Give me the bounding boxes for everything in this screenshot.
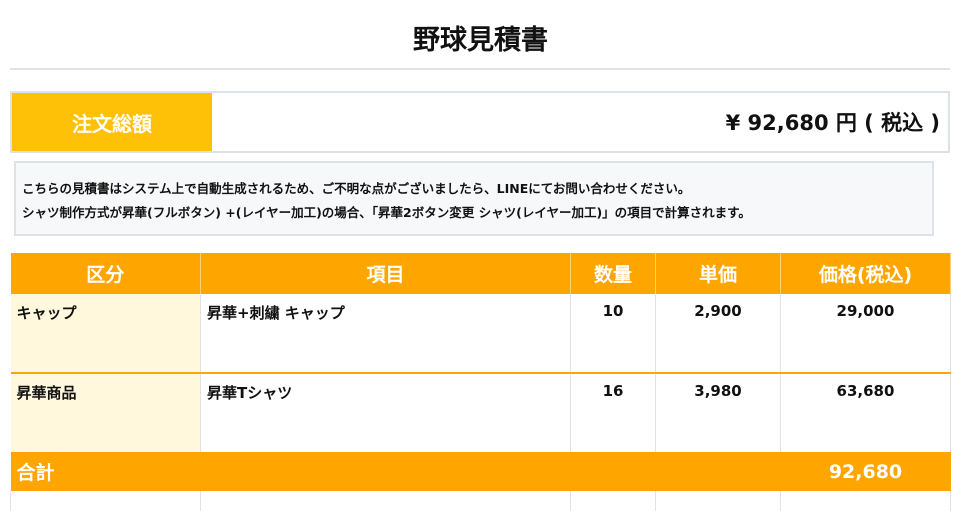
header-qty: 数量: [570, 253, 656, 294]
order-total-amount: ¥ 92,680 円 ( 税込 ): [725, 111, 940, 135]
table-header: 区分 項目 数量 単価 価格(税込): [10, 253, 951, 294]
header-unit-price: 単価: [655, 253, 781, 294]
total-value: 92,680: [780, 452, 951, 491]
header-category: 区分: [10, 253, 201, 294]
header-item: 項目: [200, 253, 571, 294]
divider: [10, 68, 950, 70]
header-price: 価格(税込): [780, 253, 951, 294]
estimate-table: 区分 項目 数量 単価 価格(税込) キャップ 昇華+刺繍 キャップ 10 2,…: [10, 253, 951, 511]
page-title: 野球見積書: [413, 25, 548, 56]
total-label: 合計: [10, 452, 781, 491]
total-row: 合計 92,680: [10, 452, 951, 491]
cell-unit-price: 3,980: [655, 372, 781, 452]
notice-box: こちらの見積書はシステム上で自動生成されるため、ご不明な点がございましたら、LI…: [14, 161, 934, 236]
notice-line: シャツ制作方式が昇華(フルボタン) +(レイヤー加工)の場合、「昇華2ボタン変更…: [22, 205, 751, 220]
table-row: 昇華商品 昇華Tシャツ 16 3,980 63,680: [10, 372, 951, 452]
cell-qty: 16: [570, 372, 656, 452]
order-total-label: 注文総額: [12, 93, 212, 151]
table-row: キャップ 昇華+刺繍 キャップ 10 2,900 29,000: [10, 294, 951, 373]
order-total-box: 注文総額 ¥ 92,680 円 ( 税込 ): [10, 91, 950, 153]
blank-row: [10, 491, 951, 511]
cell-price: 63,680: [780, 372, 951, 452]
cell-category: 昇華商品: [10, 372, 201, 452]
cell-item: 昇華Tシャツ: [200, 372, 571, 452]
cell-unit-price: 2,900: [655, 294, 781, 373]
cell-price: 29,000: [780, 294, 951, 373]
cell-category: キャップ: [10, 294, 201, 373]
cell-qty: 10: [570, 294, 656, 373]
notice-line: こちらの見積書はシステム上で自動生成されるため、ご不明な点がございましたら、LI…: [22, 181, 691, 196]
cell-item: 昇華+刺繍 キャップ: [200, 294, 571, 373]
